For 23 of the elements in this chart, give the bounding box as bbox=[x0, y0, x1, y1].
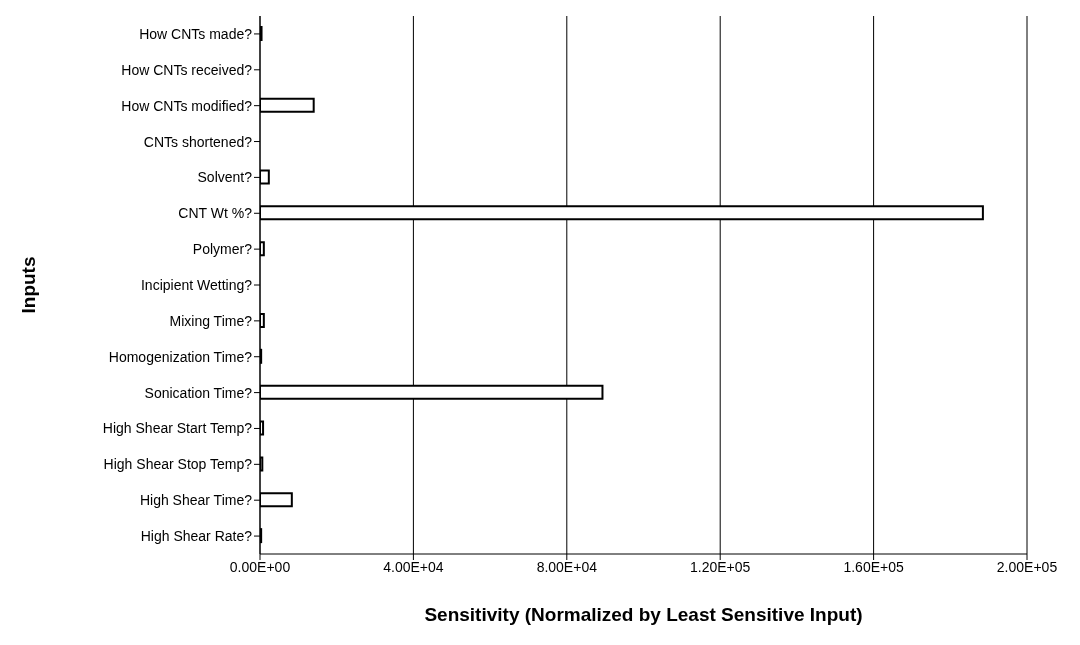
x-tick-label: 4.00E+04 bbox=[383, 558, 444, 575]
x-tick-label: 0.00E+00 bbox=[229, 558, 291, 575]
x-tick-label: 8.00E+04 bbox=[536, 558, 598, 575]
y-tick-label: CNT Wt %? bbox=[178, 205, 253, 222]
y-tick-label: High Shear Start Temp? bbox=[102, 420, 253, 437]
y-tick-label: How CNTs modified? bbox=[121, 97, 253, 114]
x-tick-label: 1.20E+05 bbox=[690, 558, 751, 575]
x-tick-label: 2.00E+05 bbox=[996, 558, 1058, 575]
y-tick-label: Incipient Wetting? bbox=[140, 276, 253, 293]
y-tick-label: High Shear Time? bbox=[139, 492, 253, 509]
y-tick-label: Mixing Time? bbox=[169, 312, 253, 329]
x-tick-label: 1.60E+05 bbox=[843, 558, 904, 575]
x-axis-title: Sensitivity (Normalized by Least Sensitive Input) bbox=[424, 604, 863, 625]
y-tick-label: Polymer? bbox=[192, 241, 253, 258]
y-axis-title: Inputs bbox=[17, 256, 39, 314]
y-tick-label: Sonication Time? bbox=[144, 384, 253, 401]
y-tick-label: CNTs shortened? bbox=[143, 133, 253, 150]
y-tick-label: Solvent? bbox=[197, 169, 253, 186]
y-tick-label: How CNTs made? bbox=[139, 25, 253, 42]
y-tick-label: High Shear Rate? bbox=[140, 528, 253, 545]
y-tick-label: Homogenization Time? bbox=[108, 348, 253, 365]
y-tick-label: How CNTs received? bbox=[121, 61, 253, 78]
y-tick-label: High Shear Stop Temp? bbox=[103, 456, 253, 473]
